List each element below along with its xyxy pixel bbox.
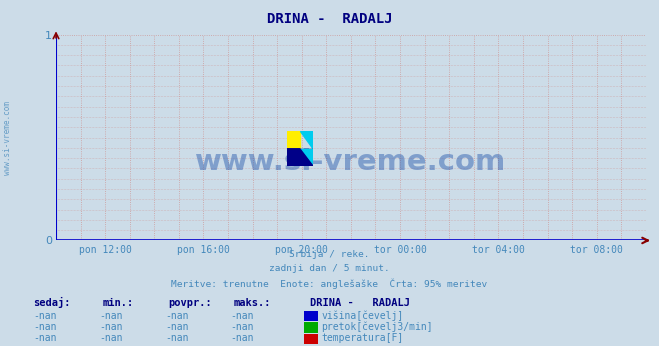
Polygon shape xyxy=(287,149,313,166)
Text: sedaj:: sedaj: xyxy=(33,297,71,308)
Text: DRINA -   RADALJ: DRINA - RADALJ xyxy=(310,298,410,308)
Text: Srbija / reke.: Srbija / reke. xyxy=(289,250,370,259)
Text: www.si-vreme.com: www.si-vreme.com xyxy=(3,101,13,175)
Text: -nan: -nan xyxy=(33,334,57,343)
Text: pretok[čevelj3/min]: pretok[čevelj3/min] xyxy=(322,322,433,332)
Text: -nan: -nan xyxy=(231,311,254,320)
Text: min.:: min.: xyxy=(102,298,133,308)
Text: -nan: -nan xyxy=(231,322,254,332)
Text: -nan: -nan xyxy=(33,311,57,320)
Polygon shape xyxy=(300,149,313,166)
Text: zadnji dan / 5 minut.: zadnji dan / 5 minut. xyxy=(269,264,390,273)
Polygon shape xyxy=(287,149,313,166)
Text: temperatura[F]: temperatura[F] xyxy=(322,334,404,343)
Text: višina[čevelj]: višina[čevelj] xyxy=(322,310,404,321)
Text: -nan: -nan xyxy=(165,334,188,343)
Text: povpr.:: povpr.: xyxy=(168,298,212,308)
Text: maks.:: maks.: xyxy=(234,298,272,308)
Text: -nan: -nan xyxy=(33,322,57,332)
Bar xyxy=(287,131,300,149)
Text: DRINA -  RADALJ: DRINA - RADALJ xyxy=(267,12,392,26)
Text: Meritve: trenutne  Enote: anglešaške  Črta: 95% meritev: Meritve: trenutne Enote: anglešaške Črta… xyxy=(171,278,488,289)
Text: -nan: -nan xyxy=(231,334,254,343)
Text: -nan: -nan xyxy=(165,311,188,320)
Text: -nan: -nan xyxy=(99,334,123,343)
Polygon shape xyxy=(300,131,313,149)
Text: -nan: -nan xyxy=(165,322,188,332)
Text: -nan: -nan xyxy=(99,322,123,332)
Text: www.si-vreme.com: www.si-vreme.com xyxy=(195,148,507,176)
Text: -nan: -nan xyxy=(99,311,123,320)
